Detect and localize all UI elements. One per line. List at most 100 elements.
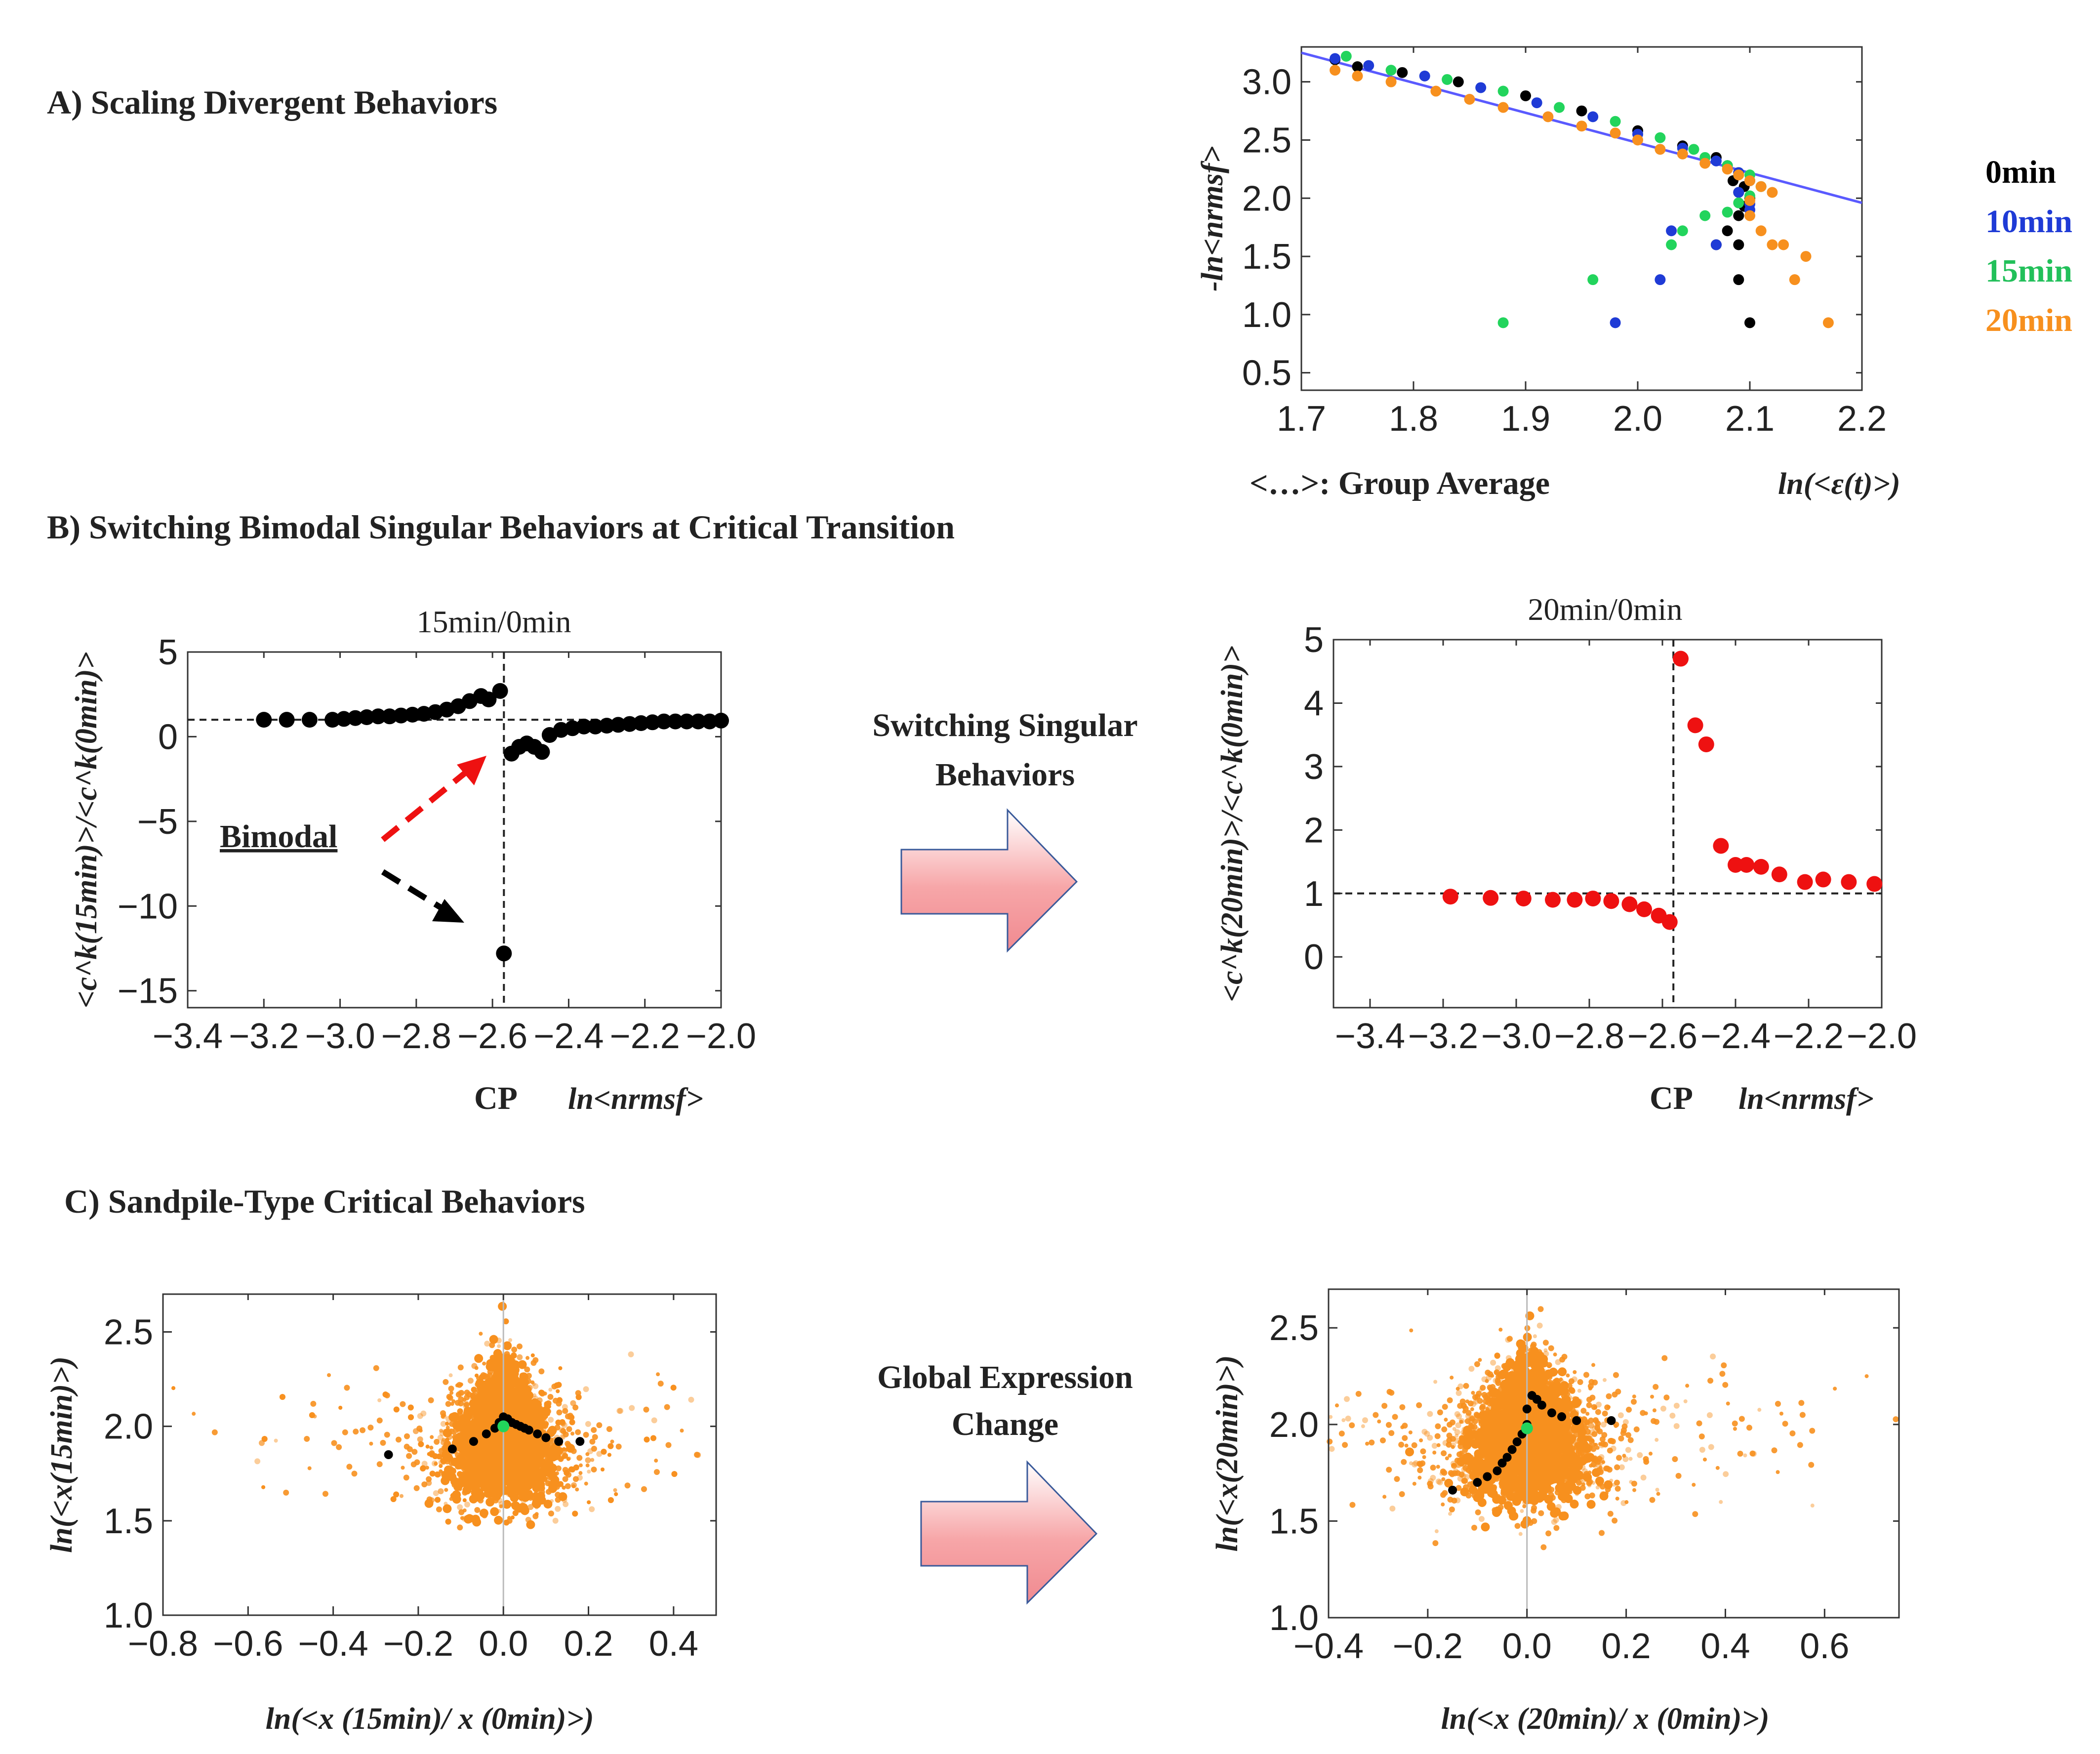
data-point xyxy=(713,712,729,729)
cloud-point xyxy=(1412,1461,1418,1468)
legend-0min: 0min xyxy=(1985,154,2056,190)
cloud-point xyxy=(1632,1394,1636,1399)
cloud-point xyxy=(1435,1478,1442,1485)
series-10min xyxy=(1330,53,1755,328)
data-point xyxy=(621,716,638,732)
cloud-point xyxy=(555,1471,559,1475)
cloud-point xyxy=(1615,1496,1619,1501)
cloud-point xyxy=(490,1507,499,1516)
cloud-point xyxy=(417,1413,423,1419)
cloud-point xyxy=(449,1390,454,1395)
cloud-point xyxy=(494,1515,503,1525)
cloud-point xyxy=(421,1481,428,1488)
x-tick-label: −0.4 xyxy=(298,1624,368,1664)
data-point xyxy=(610,717,626,733)
data-point xyxy=(1728,857,1743,873)
cloud-point xyxy=(439,1428,444,1433)
cloud-point xyxy=(499,1504,503,1509)
cloud-point xyxy=(1441,1426,1448,1432)
cloud-point xyxy=(439,1464,443,1468)
cloud-point xyxy=(1743,1453,1747,1458)
red-dashed-arrow xyxy=(381,763,476,842)
cloud-point xyxy=(497,1344,501,1348)
cloud-point xyxy=(1696,1420,1702,1427)
cloud-point xyxy=(414,1459,420,1466)
cloud-point xyxy=(613,1488,617,1492)
cloud-point xyxy=(656,1372,660,1377)
cloud-point xyxy=(443,1428,452,1438)
cloud-point xyxy=(571,1484,576,1488)
cloud-point xyxy=(548,1417,554,1423)
cloud-point xyxy=(1585,1412,1590,1416)
x-tick-label: −0.2 xyxy=(383,1624,453,1664)
data-point xyxy=(1363,60,1374,71)
cloud-point xyxy=(426,1480,432,1486)
panel-b2-chart: −3.4 −3.2 −3.0 −2.8 −2.6 −2.4 −2.2 −2.0543210<c… xyxy=(1215,620,1917,1056)
data-point xyxy=(1397,67,1408,78)
data-point xyxy=(1554,102,1565,113)
cloud-point xyxy=(558,1366,563,1370)
cloud-point xyxy=(1362,1417,1368,1424)
data-point xyxy=(1733,169,1744,181)
cloud-point xyxy=(463,1514,473,1524)
y-tick-label: 2.0 xyxy=(1242,179,1292,218)
cloud-point xyxy=(1413,1460,1419,1467)
data-point xyxy=(1655,144,1666,155)
legend-10min: 10min xyxy=(1985,204,2072,240)
cloud-point xyxy=(1394,1476,1400,1482)
data-point xyxy=(1567,892,1583,908)
cloud-point xyxy=(591,1467,597,1473)
data-point xyxy=(1610,317,1621,328)
cloud-point xyxy=(399,1494,404,1498)
data-point xyxy=(534,744,550,760)
data-point xyxy=(1442,889,1458,905)
data-point xyxy=(256,712,272,728)
data-point xyxy=(1710,155,1722,166)
data-point xyxy=(1587,111,1599,122)
cloud-point xyxy=(1640,1474,1647,1481)
y-tick-label: 2.5 xyxy=(1242,121,1292,160)
data-point xyxy=(1603,893,1619,909)
x-tick-label: −3.2 xyxy=(229,1017,299,1056)
data-point xyxy=(1610,116,1621,127)
cloud-point xyxy=(376,1417,383,1424)
cloud-point xyxy=(1771,1447,1777,1454)
cloud-point xyxy=(1389,1506,1396,1512)
cloud-point xyxy=(1401,1459,1407,1465)
cloud-point xyxy=(1338,1430,1345,1437)
cloud-point xyxy=(494,1430,504,1440)
data-point xyxy=(656,713,672,730)
x-tick-label: −2.0 xyxy=(686,1017,756,1056)
cloud-point xyxy=(309,1412,315,1419)
cloud-point xyxy=(562,1453,568,1459)
cloud-point xyxy=(429,1445,434,1450)
cloud-point xyxy=(532,1393,537,1397)
cloud-point xyxy=(569,1419,575,1426)
plot-frame xyxy=(162,1293,717,1616)
cloud-point xyxy=(429,1451,435,1458)
cloud-point xyxy=(322,1491,328,1497)
cloud-point xyxy=(1464,1418,1471,1425)
cloud-point xyxy=(438,1488,444,1495)
data-point xyxy=(1483,890,1499,906)
cloud-point xyxy=(1457,1383,1464,1389)
cloud-point xyxy=(514,1428,524,1438)
data-point xyxy=(575,1437,585,1446)
y-tick-label: −15 xyxy=(118,972,178,1011)
cloud-point xyxy=(1481,1376,1488,1383)
cloud-point xyxy=(376,1461,383,1468)
cloud-point xyxy=(462,1485,472,1495)
panel-b1-chart: −3.4 −3.2 −3.0 −2.8 −2.6 −2.4 −2.2 −2.050−5−10−… xyxy=(70,633,756,1056)
cloud-point xyxy=(583,1431,589,1438)
cloud-point xyxy=(1633,1426,1640,1432)
cloud-point xyxy=(463,1402,470,1408)
cloud-point xyxy=(543,1500,553,1509)
cloud-point xyxy=(336,1444,342,1450)
cloud-point xyxy=(448,1413,458,1422)
cloud-point xyxy=(458,1459,467,1468)
cloud-point xyxy=(401,1466,405,1470)
cloud-point xyxy=(406,1453,412,1459)
data-point xyxy=(1822,317,1834,328)
cloud-point xyxy=(516,1343,523,1349)
cloud-point xyxy=(1737,1450,1743,1457)
